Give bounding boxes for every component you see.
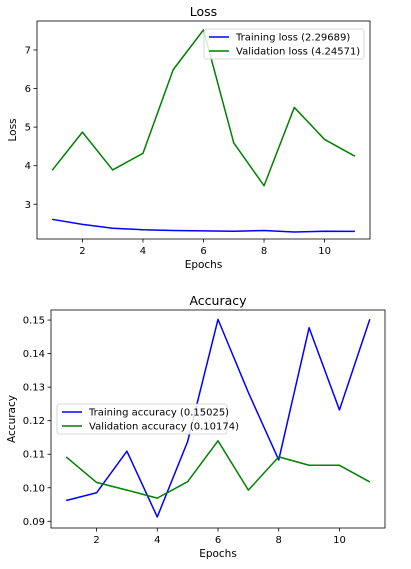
x-tick-label: 10 [318,246,331,257]
y-tick-label: 6 [25,84,31,95]
legend-label: Validation accuracy (0.10174) [89,422,239,433]
y-axis-label: Loss [7,118,19,141]
y-tick-label: 0.09 [23,517,45,528]
chart-title: Loss [190,4,217,19]
y-tick-label: 0.15 [23,316,45,327]
chart-1: 2 4 6 8 10 3 4 5 6 7 Loss Epochs Loss Training loss (… [7,4,371,271]
y-tick-label: 0.13 [23,383,45,394]
x-tick-label: 8 [276,535,282,546]
y-tick-label: 7 [25,45,31,56]
series-line-training [65,318,371,518]
x-tick-label: 6 [200,246,206,257]
y-tick-label: 5 [25,123,31,134]
legend-label: Training accuracy (0.15025) [88,408,229,419]
legend-label: Validation loss (4.24571) [236,47,360,58]
y-tick-label: 0.10 [23,483,45,494]
x-tick-label: 10 [333,535,346,546]
x-tick-label: 4 [140,246,146,257]
series-line-training [52,218,355,233]
legend: Training accuracy (0.15025) Validation ac… [56,403,239,435]
x-tick-label: 8 [261,246,267,257]
legend-label: Training loss (2.29689) [235,33,350,44]
legend: Training loss (2.29689) Validation loss (… [203,28,365,60]
x-tick-label: 2 [79,246,85,257]
y-tick-label: 0.11 [23,450,45,461]
y-tick-label: 0.14 [23,349,45,360]
series-line-validation [65,440,371,499]
x-tick-label: 2 [93,535,99,546]
series-line-validation [51,29,356,187]
y-axis-label: Accuracy [6,395,18,443]
x-tick-label: 6 [215,535,221,546]
chart-title: Accuracy [189,293,247,308]
y-tick-label: 0.12 [23,416,45,427]
legend-box [56,403,228,435]
y-tick-label: 4 [25,161,31,172]
chart-2: 2 4 6 8 10 0.09 0.10 0.11 0.12 0.13 0.14 0.15 Accura… [6,293,386,560]
x-axis-label: Epochs [185,259,223,271]
x-tick-label: 4 [154,535,160,546]
legend-box [203,28,365,60]
x-axis-label: Epochs [199,548,237,560]
y-tick-label: 3 [25,200,31,211]
